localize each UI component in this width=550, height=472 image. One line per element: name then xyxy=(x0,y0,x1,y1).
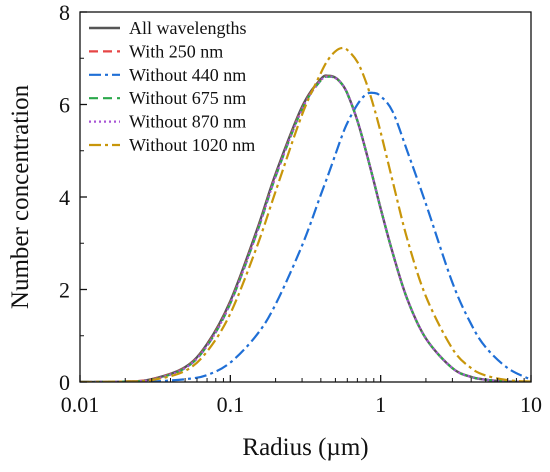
legend-label: Without 1020 nm xyxy=(129,135,255,155)
y-axis-title: Number concentration xyxy=(7,84,34,309)
y-tick-label: 6 xyxy=(59,93,70,118)
axis-layer: 0.01 0.1 1 10 0 2 4 6 8 xyxy=(59,0,542,417)
y-tick-label: 0 xyxy=(59,370,70,395)
legend: All wavelengths With 250 nm Without 440 nm… xyxy=(89,18,255,155)
series-line-5 xyxy=(80,75,531,382)
legend-label: Without 870 nm xyxy=(129,112,246,132)
x-tick-label: 0.1 xyxy=(217,392,245,417)
legend-label: All wavelengths xyxy=(129,18,246,38)
y-tick-label: 4 xyxy=(59,185,70,210)
x-tick-label: 1 xyxy=(375,392,386,417)
legend-label: Without 675 nm xyxy=(129,88,246,108)
x-tick-label: 10 xyxy=(520,392,542,417)
legend-label: Without 440 nm xyxy=(129,65,246,85)
y-tick-label: 8 xyxy=(59,0,70,25)
y-tick-label: 2 xyxy=(59,278,70,303)
series-layer xyxy=(80,46,531,382)
series-line-3 xyxy=(80,91,531,382)
x-tick-label: 0.01 xyxy=(61,392,100,417)
series-line-6 xyxy=(80,46,531,382)
x-axis-title: Radius (µm) xyxy=(242,434,368,461)
legend-label: With 250 nm xyxy=(129,41,223,61)
